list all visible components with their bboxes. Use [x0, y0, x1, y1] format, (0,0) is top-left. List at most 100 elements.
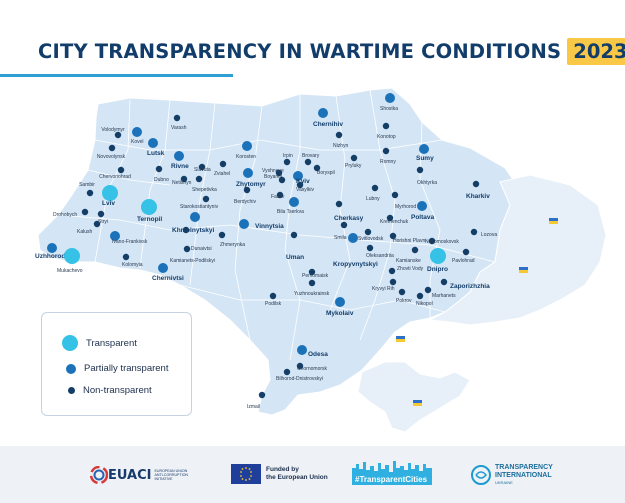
city-label-berdychiv: Berdychiv [234, 199, 256, 205]
city-label-chervonohrad: Chervonohrad [99, 174, 131, 180]
legend-label: Non-transparent [83, 385, 152, 396]
city-label-svitlovodsk: Svitlovodsk [358, 236, 384, 242]
legend-label: Partially transparent [84, 363, 169, 374]
city-label-fastiv: Fastiv [271, 194, 285, 200]
city-label-nikopol: Nikopol [416, 301, 433, 307]
city-marker-vinnytsia [239, 219, 249, 229]
city-label-pervomaisk: Pervomaisk [302, 273, 329, 279]
city-label-zviahel: Zviahel [214, 171, 230, 177]
cities-layer: Volodymyr Kovel Novovolynsk Lutsk Chervonohr… [35, 93, 497, 410]
city-label-dubno: Dubno [154, 177, 169, 183]
city-marker-izmail [258, 391, 266, 399]
ti-globe-icon [471, 464, 491, 485]
non-dot-icon [68, 387, 75, 394]
euaci-logo: EUACI EUROPEAN UNION ANTI-CORRUPTION INI… [90, 466, 192, 484]
city-label-cherkasy: Cherkasy [334, 215, 364, 222]
eu-funded-line1: Funded by [266, 466, 299, 473]
city-marker-cherkasy [335, 200, 343, 208]
city-label-okhtyrka: Okhtyrka [417, 180, 437, 186]
city-marker-oleksandriia [366, 244, 374, 252]
city-marker-zhovti-vody [388, 267, 396, 275]
city-label-pryluky: Pryluky [345, 163, 362, 169]
city-label-starokostiantyniv: Starokostiantyniv [180, 204, 219, 210]
city-skyline-icon [352, 461, 432, 474]
city-marker-volodymyr [114, 131, 122, 139]
footer: EUACI EUROPEAN UNION ANTI-CORRUPTION INI… [0, 446, 625, 503]
city-label-bilhorod-dnistrovskyi: Bilhorod-Dnistrovskyi [276, 376, 323, 382]
city-marker-horishni-plavni [389, 232, 397, 240]
ua-flag-icon [519, 267, 528, 273]
city-marker-netishyn [180, 175, 188, 183]
city-label-konotop: Konotop [377, 134, 396, 140]
city-label-slavuta: Slavuta [194, 167, 211, 173]
city-marker-drohobych [81, 208, 89, 216]
city-label-zhovti-vody: Zhovti Vody [397, 266, 424, 272]
eu-funding-logo: Funded by the European Union [231, 464, 328, 484]
city-label-lozova: Lozova [481, 232, 497, 238]
city-marker-romny [382, 147, 390, 155]
legend-partial: Partially transparent [66, 363, 168, 374]
city-label-uman: Uman [286, 254, 304, 261]
eu-flag-icon [231, 464, 261, 484]
city-label-horishni-plavni: Horishni Plavni [393, 238, 426, 244]
city-marker-zhytomyr [243, 168, 253, 178]
legend: Transparent Partially transparent Non-tr… [41, 312, 192, 416]
city-label-marhanets: Marhanets [432, 293, 456, 299]
city-label-mukachevo: Mukachevo [57, 268, 83, 274]
city-label-sumy: Sumy [416, 155, 434, 162]
city-marker-dubno [155, 165, 163, 173]
city-marker-pavlohrad [462, 248, 470, 256]
city-label-vinnytsia: Vinnytsia [255, 223, 284, 230]
city-marker-kyiv [293, 171, 303, 181]
city-label-novomoskovsk: Novomoskovsk [425, 239, 459, 245]
city-label-rivne: Rivne [171, 163, 189, 170]
city-label-odesa: Odesa [308, 351, 328, 358]
ua-flag-icon [413, 400, 422, 406]
occupied-territory [428, 174, 607, 326]
city-marker-zhmerynka [218, 231, 226, 239]
city-label-irpin: Irpin [283, 153, 293, 159]
legend-transparent: Transparent [62, 335, 137, 351]
city-label-nizhyn: Nizhyn [333, 143, 349, 149]
city-label-kryvyi-rih: Kryvyi Rih [372, 286, 395, 292]
city-marker-boryspil [313, 164, 321, 172]
city-label-lutsk: Lutsk [147, 150, 165, 157]
city-marker-chervonohrad [117, 166, 125, 174]
city-marker-starokostiantyniv [202, 195, 210, 203]
city-marker-ivano-frankivsk [110, 231, 120, 241]
city-marker-chernihiv [318, 108, 328, 118]
ti-line2: INTERNATIONAL [495, 472, 552, 479]
city-marker-shostka [385, 93, 395, 103]
city-label-chornomorsk: Chornomorsk [297, 366, 328, 372]
ua-flag-icon [549, 218, 558, 224]
transparent-cities-logo: #TransparentCities [352, 460, 432, 485]
city-label-netishyn: Netishyn [172, 180, 192, 186]
title-underline [0, 74, 233, 77]
city-label-kyiv: Kyiv [296, 178, 310, 185]
city-label-brovary: Brovary [302, 153, 320, 159]
city-label-pokrov: Pokrov [396, 298, 412, 304]
ukraine-map: Volodymyr Kovel Novovolynsk Lutsk Chervonohr… [35, 87, 607, 433]
city-marker-kovel [132, 127, 142, 137]
city-label-kolomyia: Kolomyia [122, 262, 143, 268]
city-label-drohobych: Drohobych [53, 212, 77, 218]
city-marker-slavuta [198, 163, 206, 171]
city-marker-chornomorsk [296, 362, 304, 370]
city-marker-bilhorod-dnistrovskyi [283, 368, 291, 376]
city-marker-lviv [102, 185, 118, 201]
city-marker-smila [340, 221, 348, 229]
city-marker-boyarka [278, 176, 286, 184]
title-block: CITY TRANSPARENCY IN WARTIME CONDITIONS … [38, 38, 625, 65]
city-marker-uzhhorod [47, 243, 57, 253]
city-label-dunaivtsi: Dunaivtsi [191, 246, 212, 252]
city-marker-fastiv [276, 191, 284, 199]
euaci-subtitle: EUROPEAN UNION ANTI-CORRUPTION INITIATIV… [154, 469, 189, 481]
ua-flag-icon [396, 336, 405, 342]
city-label-kremenchuk: Kremenchuk [380, 219, 409, 225]
city-marker-brovary [304, 158, 312, 166]
city-label-kropyvnytskyi: Kropyvnytskyi [333, 261, 378, 268]
city-marker-vasylkiv [296, 181, 304, 189]
hashtag-label: #TransparentCities [352, 474, 432, 485]
city-label-vyshneve: Vyshneve [262, 168, 284, 174]
city-label-podilsk: Podilsk [265, 301, 282, 307]
